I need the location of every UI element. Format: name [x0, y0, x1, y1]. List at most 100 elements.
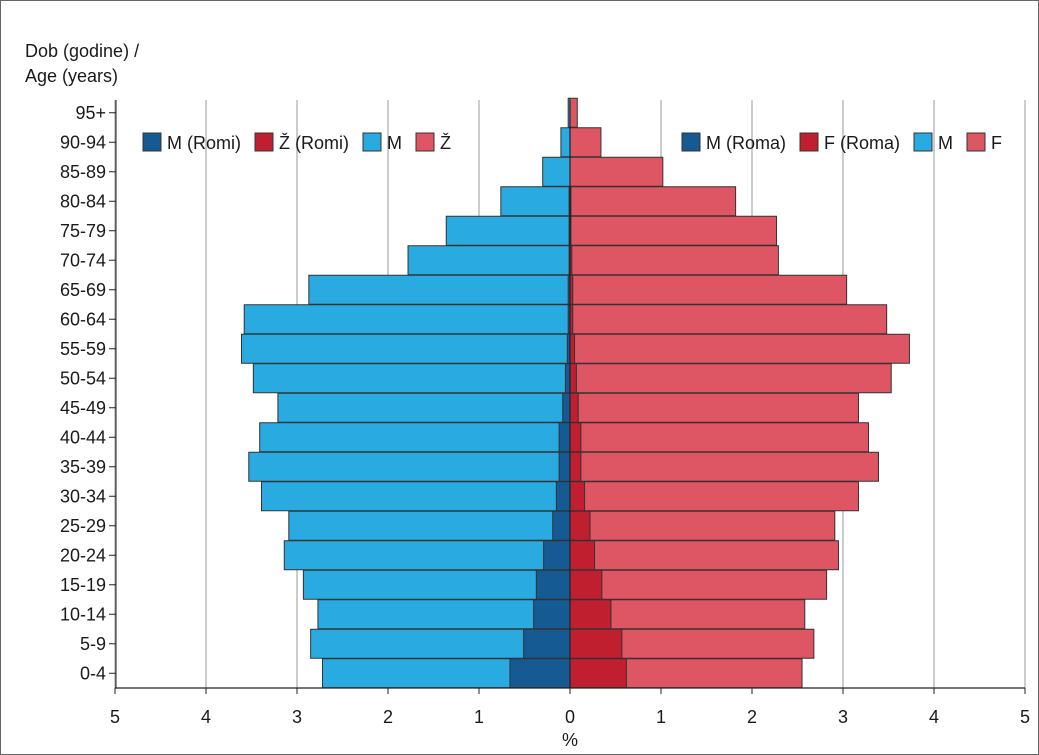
- x-tick-label: 4: [201, 707, 211, 727]
- bar-left-35-39: [558, 451, 571, 482]
- y-tick-label: 15-19: [60, 575, 106, 595]
- bar-left-10-14: [317, 599, 571, 630]
- bar-right-70-74: [569, 245, 779, 276]
- bar-left-40-44: [558, 422, 571, 453]
- legend-swatch-left: [415, 132, 435, 152]
- bar-right-50-54: [569, 363, 892, 394]
- y-tick-label: 95+: [75, 103, 106, 123]
- bar-left-30-34: [261, 481, 571, 512]
- y-tick-label: 5-9: [80, 634, 106, 654]
- bar-right-5-9: [569, 628, 623, 659]
- bar-left-75-79: [445, 215, 571, 246]
- legend-swatch-left: [254, 132, 274, 152]
- x-tick-label: 1: [656, 707, 666, 727]
- bar-left-60-64: [243, 304, 571, 335]
- y-tick-label: 55-59: [60, 339, 106, 359]
- legend-label-left: Ž (Romi): [279, 133, 349, 153]
- bar-right-0-4: [569, 658, 627, 689]
- legend-swatch-right: [913, 132, 933, 152]
- bar-left-80-84: [500, 186, 571, 217]
- x-tick-label: 5: [110, 707, 120, 727]
- y-tick-label: 65-69: [60, 280, 106, 300]
- legend-swatch-right: [966, 132, 986, 152]
- y-axis-title-line2: Age (years): [25, 66, 118, 86]
- bar-right-40-44: [569, 422, 582, 453]
- x-axis-title: %: [562, 730, 578, 750]
- bar-left-70-74: [407, 245, 571, 276]
- bar-right-60-64: [569, 304, 888, 335]
- bar-left-15-19: [535, 569, 571, 600]
- bar-left-35-39: [248, 451, 571, 482]
- bar-left-90-94: [560, 127, 571, 158]
- y-tick-label: 50-54: [60, 368, 106, 388]
- y-axis-title-line1: Dob (godine) /: [25, 41, 139, 61]
- bar-right-10-14: [569, 599, 612, 630]
- legend-label-left: M (Romi): [167, 133, 241, 153]
- bar-left-50-54: [564, 363, 571, 394]
- bar-right-80-84: [569, 186, 737, 217]
- legend-label-right: F (Roma): [824, 133, 900, 153]
- x-tick-label: 2: [747, 707, 757, 727]
- x-tick-label: 3: [292, 707, 302, 727]
- legend-swatch-right: [681, 132, 701, 152]
- bar-right-15-19: [569, 569, 828, 600]
- bar-right-45-49: [569, 392, 859, 423]
- y-tick-label: 85-89: [60, 162, 106, 182]
- bar-left-25-29: [552, 510, 571, 541]
- y-tick-label: 80-84: [60, 191, 106, 211]
- y-tick-label: 35-39: [60, 457, 106, 477]
- bar-left-50-54: [252, 363, 571, 394]
- bar-right-25-29: [569, 510, 836, 541]
- y-tick-label: 0-4: [80, 663, 106, 683]
- bar-left-65-69: [308, 274, 571, 305]
- legend: M (Romi) Ž (Romi) M Ž M (Roma) F (Roma) M F: [142, 132, 1002, 153]
- bar-right-55-59: [569, 333, 576, 364]
- bar-left-40-44: [259, 422, 571, 453]
- y-tick-label: 70-74: [60, 250, 106, 270]
- legend-swatch-left: [362, 132, 382, 152]
- x-tick-label: 1: [474, 707, 484, 727]
- legend-label-right: M: [938, 133, 953, 153]
- legend-swatch-right: [799, 132, 819, 152]
- y-tick-label: 20-24: [60, 545, 106, 565]
- bar-right-30-34: [569, 481, 586, 512]
- bar-left-15-19: [302, 569, 571, 600]
- x-tick-label: 4: [929, 707, 939, 727]
- bar-left-20-24: [283, 540, 571, 571]
- y-tick-label: 90-94: [60, 132, 106, 152]
- y-tick-label: 30-34: [60, 486, 106, 506]
- bar-left-45-49: [562, 392, 571, 423]
- y-tick-label: 60-64: [60, 309, 106, 329]
- bar-right-50-54: [569, 363, 577, 394]
- x-tick-label: 3: [838, 707, 848, 727]
- bar-right-20-24: [569, 540, 596, 571]
- bar-left-45-49: [277, 392, 571, 423]
- x-tick-label: 2: [383, 707, 393, 727]
- bar-right-75-79: [569, 215, 778, 246]
- bar-right-65-69: [569, 274, 848, 305]
- bar-right-55-59: [569, 333, 910, 364]
- legend-label-right: F: [991, 133, 1002, 153]
- bar-right-90-94: [569, 127, 602, 158]
- bar-right-95+: [569, 97, 578, 128]
- bar-left-85-89: [542, 156, 571, 187]
- bar-left-5-9: [523, 628, 571, 659]
- y-tick-label: 75-79: [60, 221, 106, 241]
- axes: 5 4 3 2 1 0 1 2 3 4 5 0-4 5-9 10-14 15-19 20-24 25-29 30-…: [60, 100, 1030, 727]
- bar-right-25-29: [569, 510, 591, 541]
- legend-label-left: M: [387, 133, 402, 153]
- y-tick-label: 10-14: [60, 604, 106, 624]
- bar-right-85-89: [569, 156, 664, 187]
- bar-right-20-24: [569, 540, 839, 571]
- bar-right-45-49: [569, 392, 579, 423]
- bar-left-30-34: [555, 481, 571, 512]
- bar-right-15-19: [569, 569, 603, 600]
- legend-label-left: Ž: [440, 133, 451, 153]
- bar-left-10-14: [533, 599, 571, 630]
- bar-left-55-59: [240, 333, 571, 364]
- bar-right-35-39: [569, 451, 582, 482]
- y-tick-label: 45-49: [60, 398, 106, 418]
- x-tick-label: 5: [1020, 707, 1030, 727]
- bar-right-30-34: [569, 481, 859, 512]
